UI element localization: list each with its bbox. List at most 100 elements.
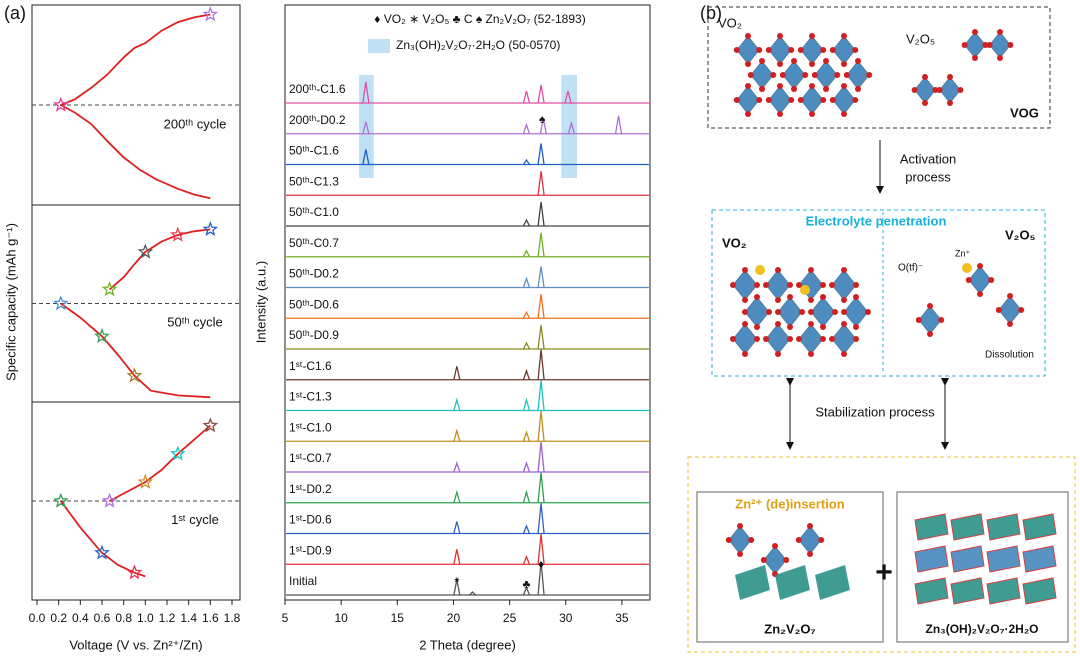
peak (522, 122, 531, 134)
polyhedron (989, 31, 1011, 59)
legend-text: Zn₃(OH)₂V₂O₇·2H₂O (50-0570) (396, 38, 560, 52)
peak (522, 218, 531, 227)
atom (829, 282, 835, 288)
atom (759, 86, 765, 92)
atom (841, 33, 847, 39)
polyhedron (777, 296, 803, 328)
phase-marker: * (454, 575, 459, 589)
atom (777, 61, 783, 67)
trace-label: 1ˢᵗ-C0.7 (289, 451, 332, 465)
atom (855, 58, 861, 64)
capacity-curve (60, 13, 211, 106)
peak (537, 266, 545, 288)
label: Electrolyte penetration (806, 213, 947, 228)
label: V₂O₅ (906, 31, 935, 46)
star-marker (202, 417, 219, 433)
polyhedron (1022, 513, 1057, 541)
polyhedron (964, 31, 986, 59)
peak (539, 118, 547, 134)
atom (733, 47, 740, 53)
polyhedron (968, 265, 992, 295)
polyhedron (763, 545, 787, 575)
atom (754, 282, 760, 288)
star-marker (137, 473, 154, 489)
label: Activation (900, 151, 956, 166)
polyhedron (998, 295, 1022, 325)
atom (787, 324, 793, 330)
label: Dissolution (985, 350, 1034, 361)
atom (843, 72, 850, 78)
peak (522, 460, 531, 473)
polyhedron (1022, 577, 1057, 605)
atom (779, 72, 786, 78)
peak (522, 368, 531, 380)
atom (787, 294, 793, 300)
trace-label: 50ᵗʰ-C1.0 (289, 205, 339, 219)
atom (742, 309, 748, 315)
peak (522, 341, 531, 350)
atom (829, 336, 835, 342)
atom (852, 47, 859, 53)
polyhedron (831, 323, 857, 355)
label: O(tf)⁻ (898, 263, 923, 274)
atom (745, 33, 751, 39)
peak (537, 324, 545, 350)
atom (791, 86, 797, 92)
atom (841, 309, 847, 315)
polyhedron (765, 269, 791, 301)
atom (795, 537, 802, 543)
atom (777, 33, 783, 39)
trace-label: 1ˢᵗ-C1.6 (289, 359, 332, 373)
peak (453, 366, 461, 380)
atom (808, 351, 814, 357)
polyhedron (950, 513, 985, 541)
star-marker (53, 492, 69, 508)
star-marker (169, 226, 186, 242)
atom (841, 351, 847, 357)
atom (961, 42, 968, 48)
polyhedron (744, 296, 770, 328)
polyhedron (914, 513, 949, 541)
trace-label: 1ˢᵗ-D0.2 (289, 482, 332, 496)
peak (537, 171, 545, 196)
peak (453, 428, 461, 442)
atom (763, 282, 769, 288)
peak (537, 84, 545, 104)
atom (1007, 42, 1014, 48)
x-tick-label: 0.4 (72, 611, 89, 625)
atom (865, 309, 871, 315)
polyhedron (914, 76, 936, 104)
x-tick-label: 1.4 (180, 611, 197, 625)
polyhedron (831, 269, 857, 301)
peak (537, 561, 545, 596)
polyhedron (732, 269, 758, 301)
atom (756, 47, 763, 53)
label: Zn₃(OH)₂V₂O₇·2H₂O (925, 622, 1038, 636)
polyhedron (950, 545, 985, 573)
highlight-band (561, 75, 577, 178)
atom (770, 72, 777, 78)
label: VOG (1010, 105, 1039, 120)
x-tick-label: 0.6 (94, 611, 111, 625)
atom (765, 47, 772, 53)
atom (977, 291, 983, 297)
phase-marker: ♠ (539, 112, 546, 126)
y-axis-label: Intensity (a.u.) (253, 261, 268, 343)
atom (841, 267, 847, 273)
peak (537, 411, 545, 442)
star-marker (202, 221, 219, 237)
atom (808, 321, 814, 327)
star-marker (94, 544, 110, 560)
y-axis-label: Specific capacity (mAh g⁻¹) (3, 223, 18, 381)
atom (834, 72, 841, 78)
label: Zn²⁺ (de)insertion (735, 496, 844, 511)
atom (853, 336, 859, 342)
atom (809, 33, 815, 39)
atom (972, 55, 978, 61)
polyhedron (843, 296, 869, 328)
polyhedron (736, 35, 760, 65)
panel-label: (a) (4, 3, 26, 23)
legend-swatch (368, 39, 390, 53)
plot-frame (284, 4, 651, 601)
